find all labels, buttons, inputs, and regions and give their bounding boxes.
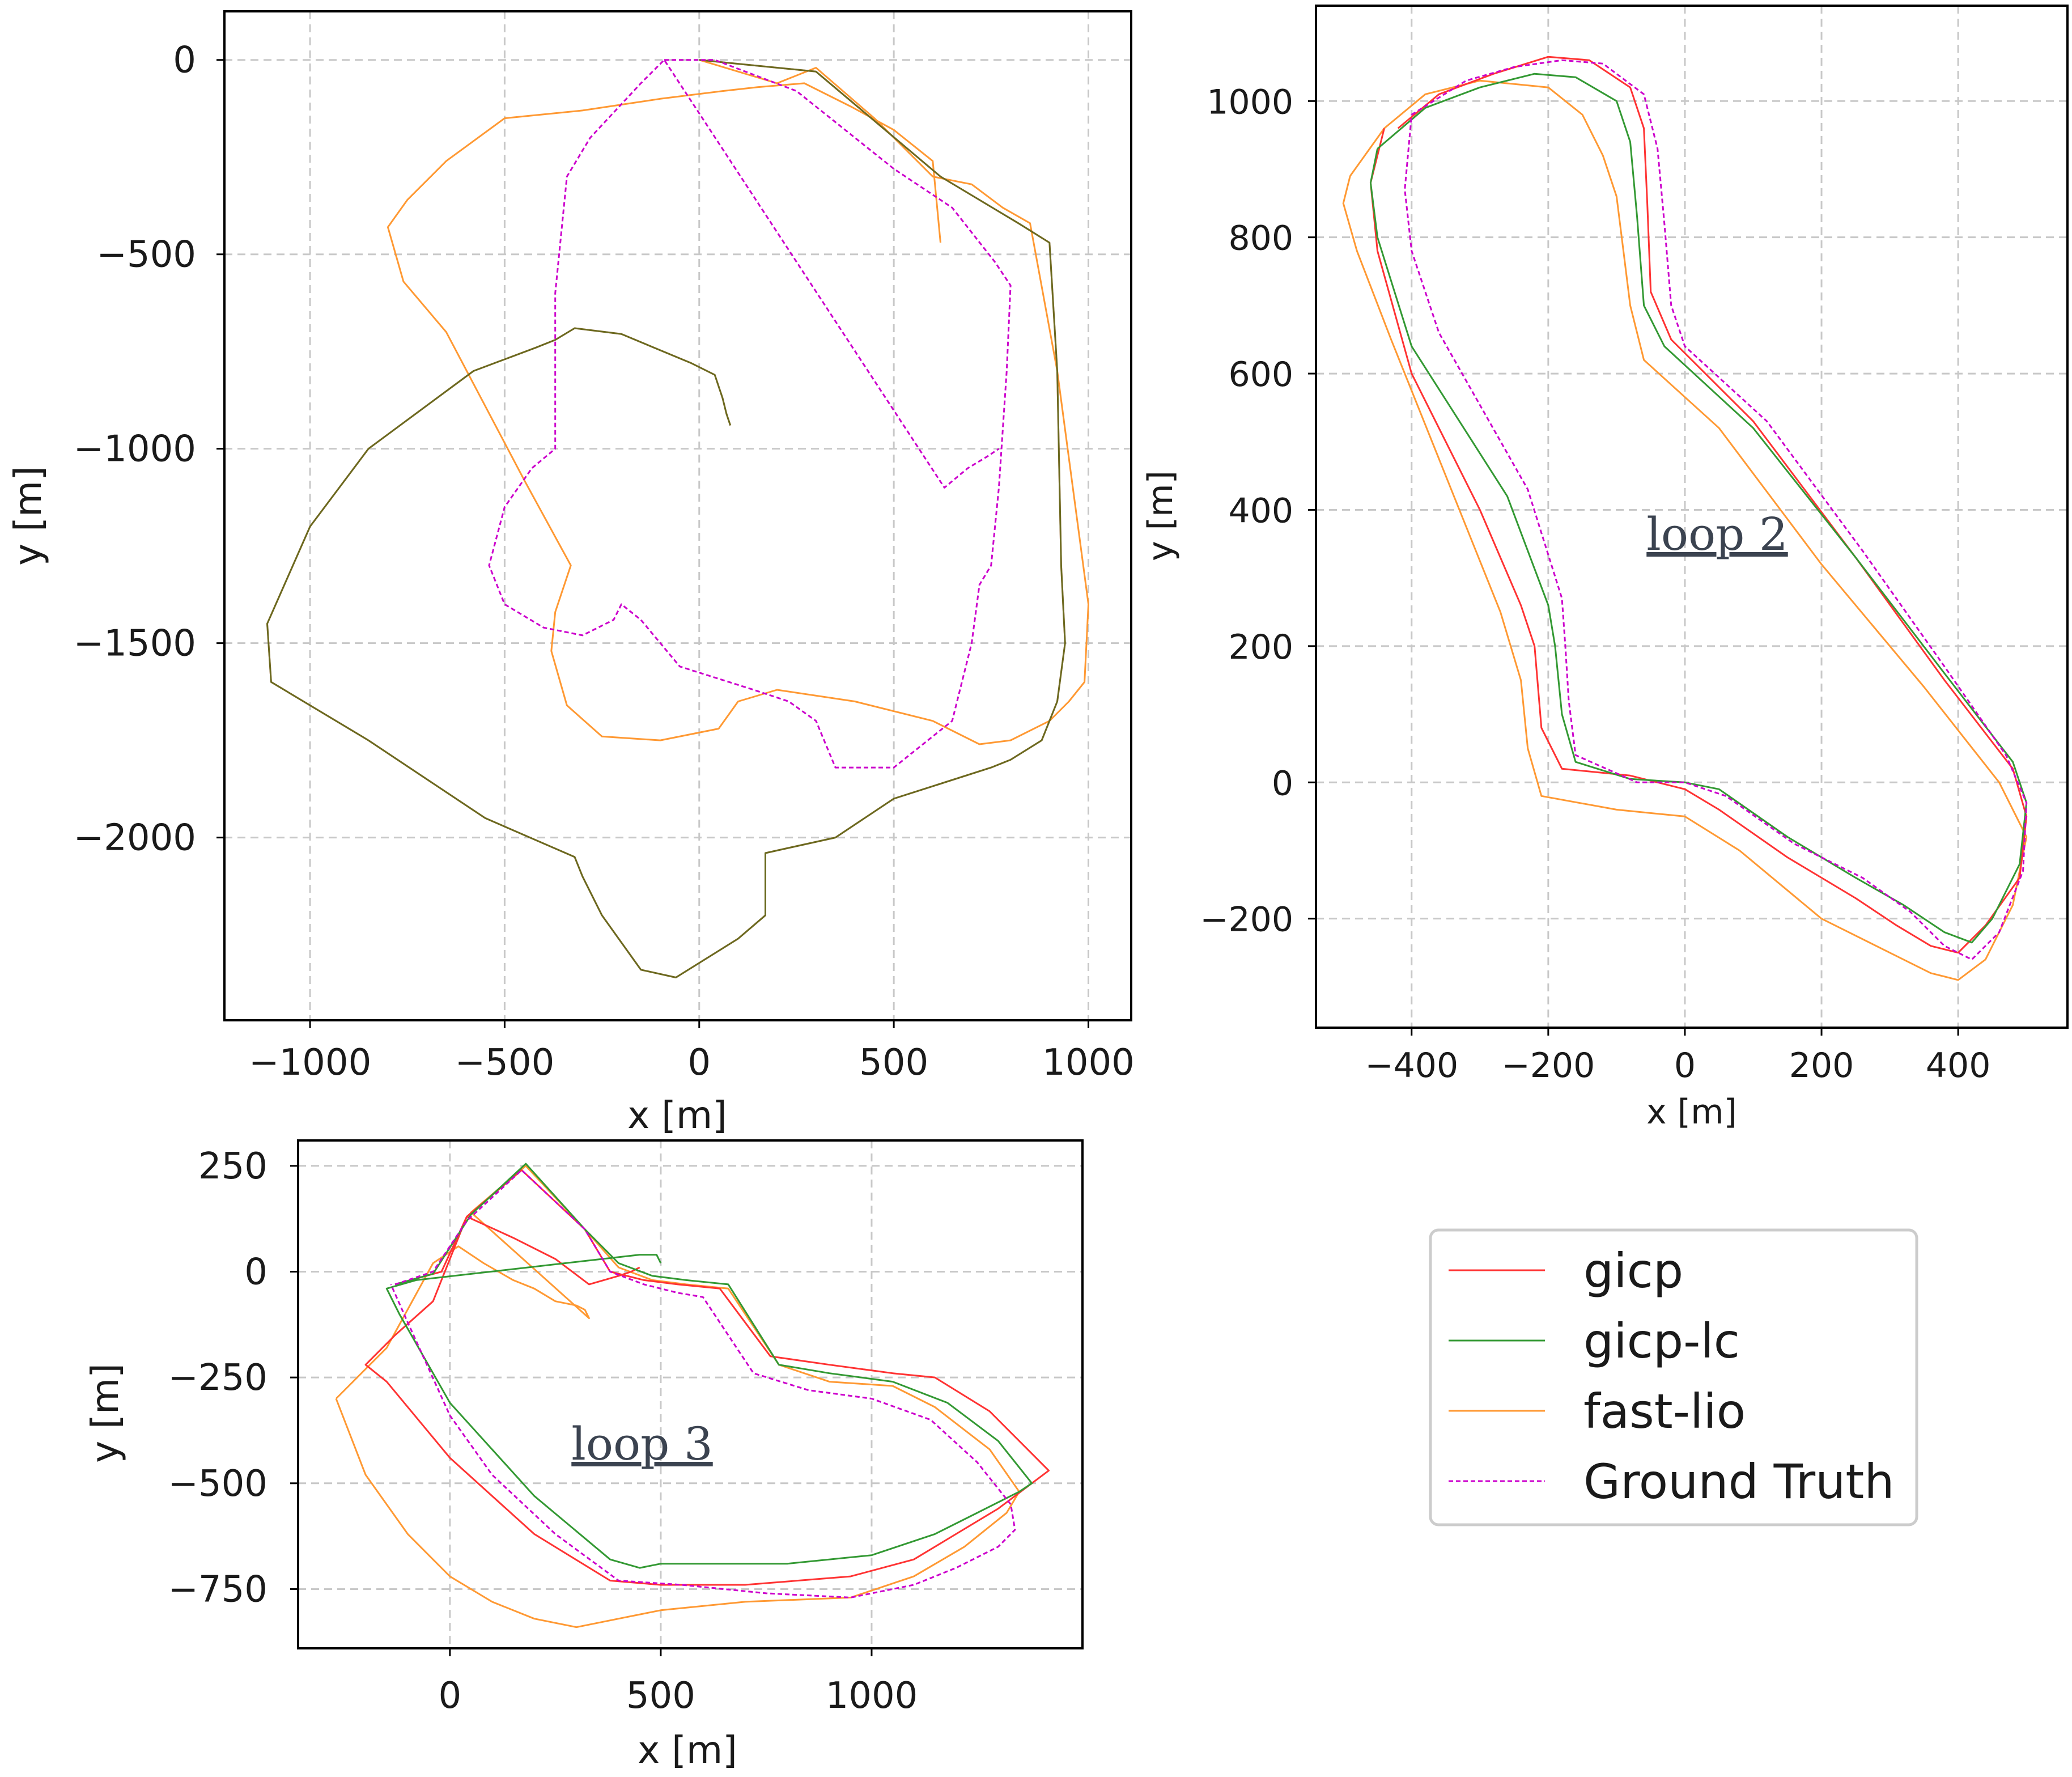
- chart-panel-loop-1: −1000 −500 0 500 1000 0 −500 −1000 −1500 −2000 x …: [6, 10, 1135, 1137]
- x-tick-label: −1000: [249, 1042, 372, 1084]
- y-tick-label: 400: [1228, 491, 1293, 531]
- y-tick-label: 0: [244, 1251, 268, 1293]
- y-axis-label: y [m]: [1141, 470, 1181, 561]
- series-line-gicp: [1369, 56, 2028, 954]
- series-line-ground-truth: [390, 1169, 1016, 1598]
- series-line-fast-lio: [335, 1165, 1020, 1628]
- series-line-gicp-lc: [385, 1163, 1033, 1569]
- x-tick-label: 0: [439, 1675, 462, 1717]
- y-tick-label: −500: [168, 1463, 268, 1505]
- legend: gicp gicp-lc fast-lio Ground Truth: [1429, 1228, 1918, 1526]
- x-tick-label: −400: [1365, 1046, 1458, 1085]
- series-line-gicp: [364, 1169, 1050, 1586]
- series-line-gicp: [266, 59, 1066, 978]
- series-line-gicp-lc: [1369, 73, 2028, 944]
- loop-2-label: loop 2: [1646, 508, 1787, 561]
- series-line-fast-lio: [387, 59, 1089, 745]
- x-tick-label: 200: [1789, 1046, 1854, 1085]
- legend-box: [1429, 1228, 1918, 1526]
- x-tick-label: 0: [1674, 1046, 1696, 1085]
- plot-frame: [223, 10, 1132, 1021]
- chart-panel-loop-3: 0 500 1000 250 0 −250 −500 −750 x [m] y [m] loo…: [83, 1139, 1084, 1772]
- x-tick-label: 0: [687, 1042, 711, 1084]
- y-tick-label: 600: [1228, 355, 1293, 395]
- x-tick-label: 500: [626, 1675, 695, 1717]
- x-tick-label: 1000: [1042, 1042, 1135, 1084]
- y-tick-label: 0: [1272, 764, 1293, 803]
- x-tick-label: 1000: [826, 1675, 918, 1717]
- series-line-gicp-lc: [266, 59, 1066, 978]
- y-tick-label: 200: [1228, 627, 1293, 667]
- y-tick-label: −500: [96, 234, 196, 276]
- plot-frame: [1315, 5, 2069, 1029]
- y-tick-label: 250: [198, 1146, 268, 1188]
- legend-label: gicp: [1583, 1243, 1683, 1299]
- y-tick-label: 1000: [1207, 82, 1293, 122]
- y-tick-label: −1500: [74, 623, 197, 665]
- chart-panel-loop-2: −400 −200 0 200 400 1000 800 600 400 200 0 −200 x […: [1141, 5, 2069, 1132]
- x-axis-label: x [m]: [1646, 1092, 1737, 1132]
- x-axis-label: x [m]: [638, 1728, 737, 1772]
- y-tick-label: −200: [1200, 900, 1293, 940]
- x-tick-label: 500: [859, 1042, 928, 1084]
- y-tick-label: −750: [168, 1568, 268, 1610]
- x-tick-label: 400: [1926, 1046, 1991, 1085]
- y-tick-label: −250: [168, 1357, 268, 1399]
- loop-3-label: loop 3: [571, 1418, 712, 1470]
- y-tick-label: 800: [1228, 219, 1293, 258]
- y-axis-label: y [m]: [6, 466, 50, 566]
- y-tick-label: −1000: [74, 429, 197, 470]
- plot-frame: [297, 1139, 1084, 1649]
- series-line-ground-truth: [1404, 59, 2028, 961]
- legend-label: gicp-lc: [1583, 1313, 1740, 1369]
- x-tick-label: −200: [1501, 1046, 1595, 1085]
- series-line-ground-truth: [488, 59, 1012, 769]
- x-tick-label: −500: [455, 1042, 555, 1084]
- y-tick-label: 0: [173, 40, 196, 82]
- x-axis-label: x [m]: [627, 1093, 727, 1137]
- y-tick-label: −2000: [74, 817, 197, 859]
- legend-label: fast-lio: [1583, 1384, 1746, 1439]
- y-axis-label: y [m]: [83, 1363, 127, 1463]
- legend-label: Ground Truth: [1583, 1454, 1895, 1509]
